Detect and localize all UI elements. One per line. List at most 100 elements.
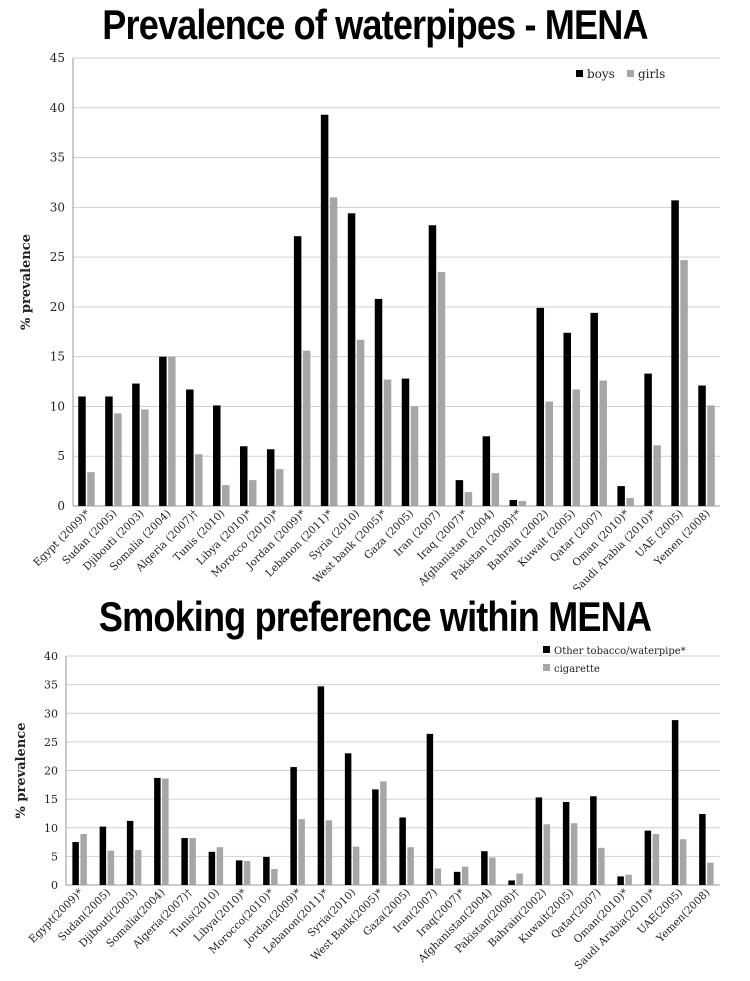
y-tick-label: 40 <box>50 101 65 115</box>
y-tick-label: 25 <box>50 250 65 264</box>
bar-series1 <box>453 871 461 885</box>
bar-series2 <box>437 272 446 506</box>
bar-series1 <box>428 225 437 506</box>
bar-series2 <box>625 874 632 885</box>
bar-series2 <box>653 445 661 506</box>
bar-series2 <box>87 472 95 506</box>
bar-series1 <box>290 767 297 885</box>
bar-series1 <box>317 686 325 885</box>
bar-series2 <box>356 339 365 506</box>
bar-series2 <box>489 857 496 885</box>
bar-series1 <box>671 720 679 885</box>
bar-series2 <box>298 819 305 885</box>
legend-label: Other tobacco/waterpipe* <box>554 646 686 657</box>
bar-series1 <box>644 830 652 885</box>
bar-series2 <box>248 480 257 506</box>
bar-series2 <box>325 820 333 885</box>
y-tick-label: 15 <box>50 350 65 364</box>
bar-series2 <box>141 409 149 506</box>
bar-series2 <box>680 260 688 506</box>
y-tick-label: 10 <box>44 822 58 835</box>
bar-series1 <box>181 838 188 885</box>
bar-series2 <box>410 406 419 506</box>
bar-series1 <box>372 789 379 885</box>
bar-series1 <box>235 860 243 885</box>
bar-series2 <box>243 860 251 885</box>
bar-series2 <box>707 862 714 885</box>
bar-series2 <box>275 469 284 506</box>
y-tick-label: 0 <box>57 499 65 513</box>
bar-series1 <box>99 826 107 885</box>
bar-series2 <box>598 847 605 885</box>
y-tick-label: 30 <box>44 707 58 720</box>
bar-series2 <box>302 350 311 506</box>
bar-series2 <box>543 824 551 885</box>
bar-series1 <box>239 446 248 506</box>
bar-series1 <box>699 814 706 885</box>
bar-series1 <box>293 236 302 506</box>
legend-label: boys <box>587 67 615 81</box>
bar-series2 <box>107 850 115 885</box>
y-tick-label: 10 <box>50 399 65 413</box>
legend-swatch <box>576 70 583 77</box>
y-tick-label: 40 <box>44 650 58 663</box>
bar-series2 <box>516 873 523 885</box>
bar-series2 <box>599 380 607 506</box>
bar-series1 <box>455 480 464 506</box>
bar-series1 <box>644 373 652 506</box>
bar-series2 <box>222 485 230 506</box>
bar-series2 <box>652 834 660 885</box>
bar-series2 <box>679 839 687 885</box>
bar-series1 <box>320 114 329 506</box>
bar-series1 <box>374 298 383 506</box>
bar-series1 <box>481 851 488 885</box>
bar-series1 <box>563 332 571 506</box>
legend-label: cigarette <box>554 664 600 675</box>
bar-series1 <box>208 851 216 885</box>
bar-series2 <box>383 379 392 506</box>
bar-series1 <box>347 213 356 506</box>
bar-series2 <box>707 405 715 506</box>
bar-series1 <box>401 378 410 506</box>
chart-2-title: Smoking preference within MENA <box>98 593 652 640</box>
legend-swatch <box>543 646 550 653</box>
bar-series1 <box>562 801 570 885</box>
y-tick-label: 20 <box>50 300 65 314</box>
bar-series2 <box>329 197 338 506</box>
bar-series1 <box>399 817 406 885</box>
bar-series2 <box>380 781 387 885</box>
bar-series1 <box>105 396 113 506</box>
bar-series1 <box>509 500 518 506</box>
y-tick-label: 5 <box>51 850 58 863</box>
y-tick-label: 20 <box>44 765 58 778</box>
y-axis-label: % prevalence <box>14 723 29 819</box>
y-tick-label: 25 <box>44 736 58 749</box>
bar-series1 <box>159 356 167 506</box>
bar-series1 <box>266 449 275 506</box>
bar-series1 <box>344 753 352 885</box>
bar-series2 <box>352 846 360 885</box>
bar-series2 <box>434 868 442 885</box>
bar-series2 <box>464 492 473 506</box>
bar-series1 <box>126 820 134 885</box>
bar-series1 <box>698 385 706 506</box>
legend-swatch <box>543 664 550 671</box>
bar-series2 <box>570 823 578 885</box>
bar-series1 <box>617 486 625 506</box>
legend-swatch <box>627 70 634 77</box>
bar-series2 <box>271 868 278 885</box>
bar-series2 <box>162 778 169 885</box>
bar-series1 <box>186 389 194 506</box>
y-tick-label: 15 <box>44 793 58 806</box>
y-tick-label: 35 <box>50 151 65 165</box>
bar-series1 <box>213 405 221 506</box>
bar-series1 <box>426 733 434 885</box>
bar-series1 <box>263 856 270 885</box>
bar-series1 <box>78 396 86 506</box>
bar-series2 <box>134 850 142 885</box>
bar-series2 <box>114 413 122 506</box>
bar-series1 <box>132 383 140 506</box>
bar-series1 <box>72 842 79 885</box>
bar-series1 <box>590 796 597 885</box>
